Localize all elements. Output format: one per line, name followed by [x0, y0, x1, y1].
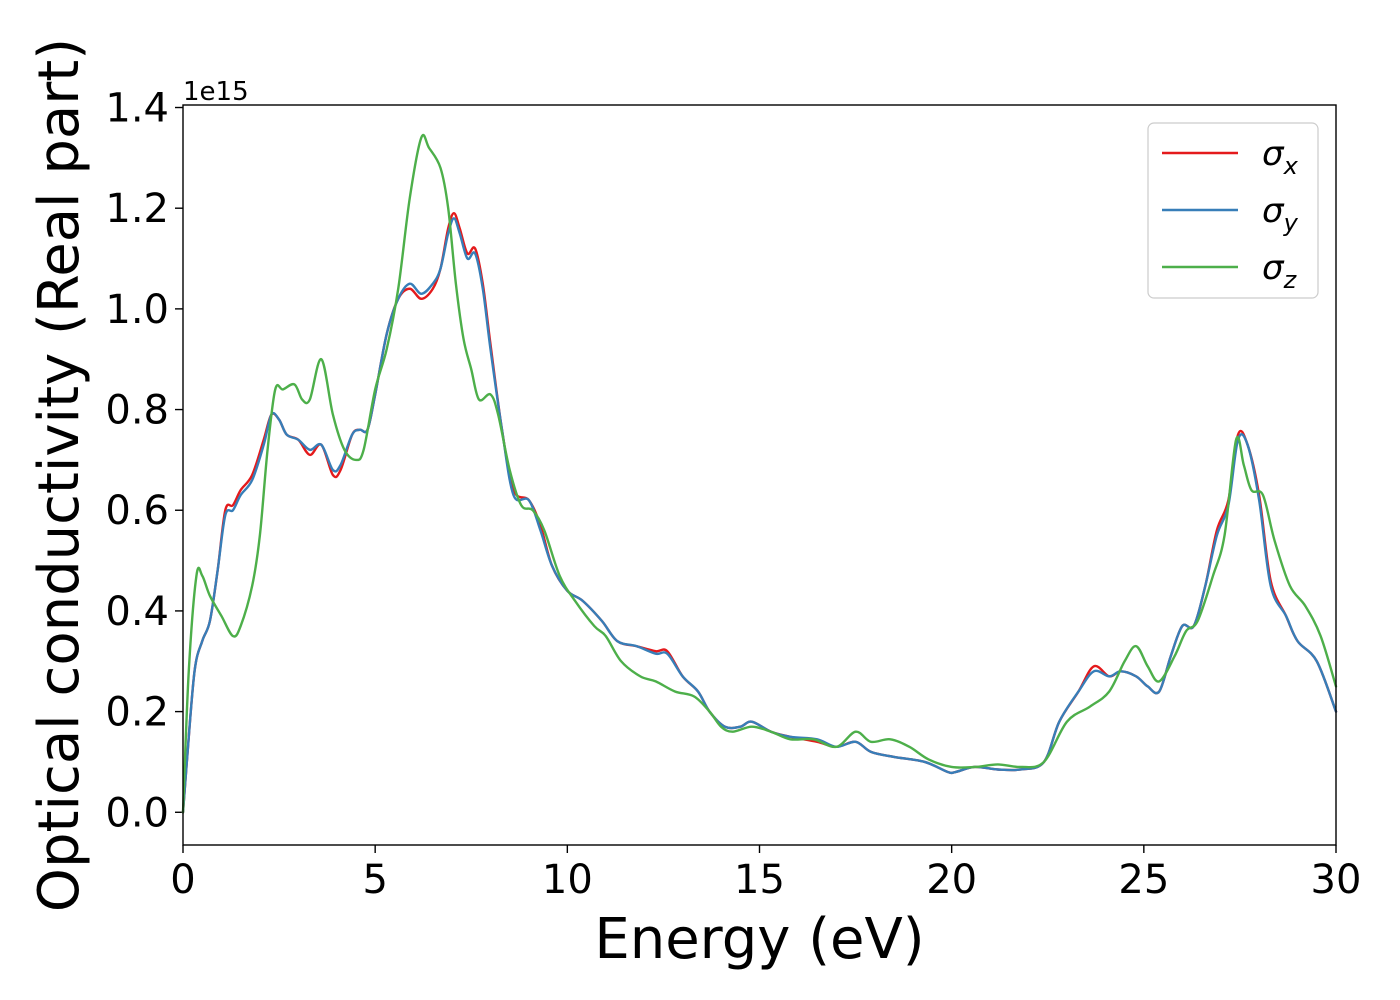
series-line-z	[181, 133, 1338, 814]
legend-label-subscript: z	[1283, 266, 1298, 294]
x-tick-label: 30	[1311, 857, 1362, 903]
y-tick-label: 0.0	[105, 790, 169, 836]
x-tick-marks	[182, 845, 1337, 853]
y-tick-label: 0.4	[105, 589, 169, 635]
x-tick-label: 25	[1118, 857, 1169, 903]
legend-label-symbol: σ	[1262, 134, 1285, 174]
legend-label-z: σz	[1262, 248, 1298, 294]
x-tick-label: 10	[542, 857, 593, 903]
x-tick-label: 20	[926, 857, 977, 903]
y-tick-label: 0.6	[105, 488, 169, 534]
y-tick-label: 1.2	[105, 186, 169, 232]
y-tick-labels: 0.0 0.2 0.4 0.6 0.8 1.0 1.2 1.4	[105, 86, 169, 837]
legend-label-x: σx	[1262, 134, 1299, 180]
x-axis-title: Energy (eV)	[594, 907, 924, 972]
series-line-y	[181, 217, 1338, 814]
y-tick-label: 1.4	[105, 86, 169, 132]
x-tick-label: 0	[170, 857, 195, 903]
x-tick-label: 15	[734, 857, 785, 903]
x-tick-label: 5	[362, 857, 387, 903]
y-axis-title: Optical conductivity (Real part)	[27, 38, 92, 912]
series-line-x	[181, 212, 1338, 814]
legend-label-symbol: σ	[1262, 248, 1285, 288]
legend-label-subscript: y	[1283, 209, 1299, 237]
x-tick-labels: 0 5 10 15 20 25 30	[170, 857, 1361, 903]
plot-lines	[181, 133, 1338, 814]
legend-label-subscript: x	[1283, 152, 1299, 180]
plot-frame	[182, 104, 1337, 846]
y-tick-label: 0.2	[105, 690, 169, 736]
y-tick-marks	[175, 106, 183, 813]
legend-label-y: σy	[1262, 191, 1299, 237]
y-offset-label: 1e15	[183, 77, 249, 107]
y-tick-label: 0.8	[105, 388, 169, 434]
y-tick-label: 1.0	[105, 287, 169, 333]
legend-label-symbol: σ	[1262, 191, 1285, 231]
